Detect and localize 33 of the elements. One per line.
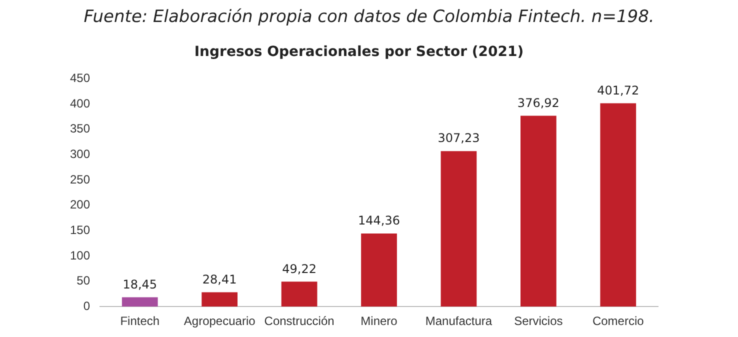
bar xyxy=(122,297,158,307)
y-tick-label: 250 xyxy=(70,172,90,186)
y-tick-label: 450 xyxy=(70,71,90,86)
x-tick-label: Agropecuario xyxy=(184,314,256,328)
data-label: 376,92 xyxy=(517,96,560,110)
bar xyxy=(600,103,636,307)
x-tick-label: Comercio xyxy=(592,314,644,328)
data-label: 401,72 xyxy=(597,83,640,98)
data-label: 49,22 xyxy=(282,262,316,276)
bar xyxy=(361,234,397,307)
y-tick-label: 400 xyxy=(70,96,90,110)
bar xyxy=(202,292,238,307)
x-tick-label: Servicios xyxy=(514,314,563,328)
y-tick-label: 0 xyxy=(83,298,90,313)
bar xyxy=(281,282,318,307)
y-tick-label: 300 xyxy=(70,147,90,162)
data-label: 307,23 xyxy=(438,131,480,146)
x-tick-label: Manufactura xyxy=(425,314,492,328)
x-tick-label: Construcción xyxy=(264,314,334,328)
y-tick-label: 350 xyxy=(70,122,90,136)
x-tick-label: Minero xyxy=(360,314,398,328)
y-tick-label: 50 xyxy=(76,274,90,288)
y-tick-label: 100 xyxy=(70,248,90,262)
data-label: 18,45 xyxy=(122,277,158,292)
data-label: 144,36 xyxy=(358,214,400,228)
bar xyxy=(440,151,477,307)
data-label: 28,41 xyxy=(202,272,237,286)
y-tick-label: 150 xyxy=(70,222,90,237)
y-tick-label: 200 xyxy=(70,198,90,212)
chart-title: Ingresos Operacionales por Sector (2021) xyxy=(194,44,524,60)
source-note: Fuente: Elaboración propia con datos de Colombia Fintech. n=198. xyxy=(84,7,654,27)
bar xyxy=(520,116,556,307)
x-tick-label: Fintech xyxy=(120,314,160,328)
